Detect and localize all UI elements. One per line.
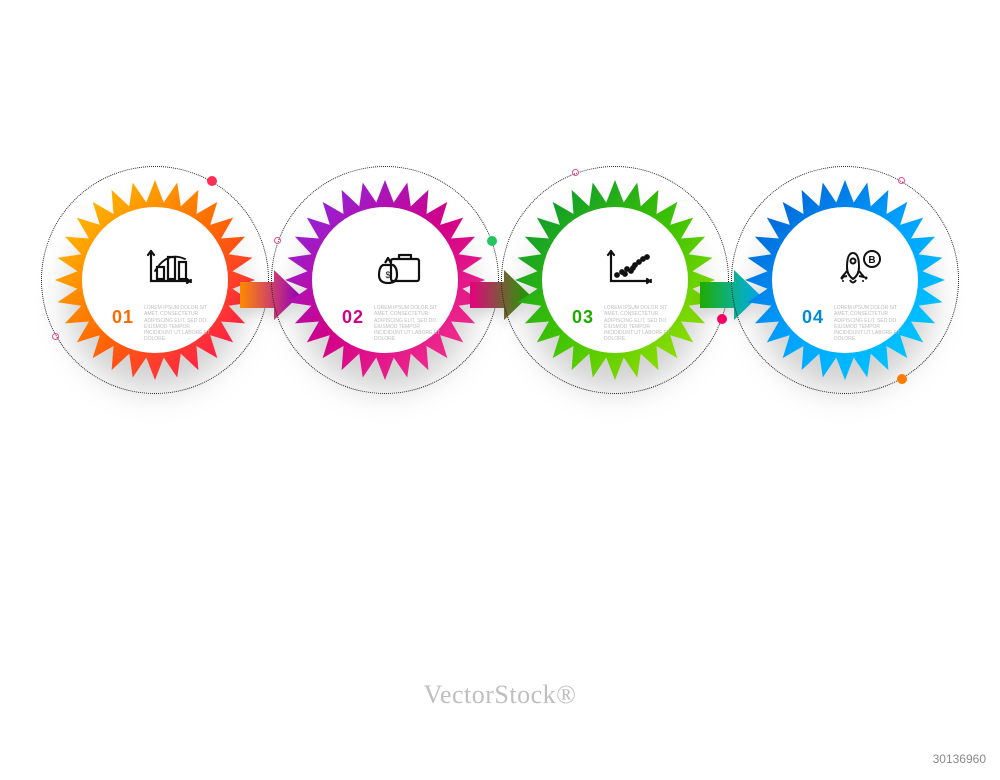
step-04: B 04 LOREM IPSUM DOLOR SIT AMET, CONSECT… bbox=[740, 175, 950, 425]
orbit-marker bbox=[487, 236, 497, 246]
svg-text:B: B bbox=[868, 255, 875, 266]
dot-plot-icon bbox=[605, 247, 655, 287]
step-number: 01 bbox=[112, 307, 134, 328]
svg-text:$: $ bbox=[385, 270, 390, 280]
orbit-marker bbox=[897, 374, 907, 384]
step-content: 03 LOREM IPSUM DOLOR SIT AMET, CONSECTET… bbox=[542, 207, 688, 353]
step-02: $ 02 LOREM IPSUM DOLOR SIT AMET, CONSECT… bbox=[280, 175, 490, 425]
step-description: LOREM IPSUM DOLOR SIT AMET, CONSECTETUR … bbox=[374, 305, 444, 343]
image-id-label: 30136960 bbox=[933, 752, 986, 766]
step-01: 01 LOREM IPSUM DOLOR SIT AMET, CONSECTET… bbox=[50, 175, 260, 425]
orbit-marker-small bbox=[274, 237, 281, 244]
bitcoin-rocket-icon: B bbox=[835, 247, 885, 287]
step-description: LOREM IPSUM DOLOR SIT AMET, CONSECTETUR … bbox=[604, 305, 674, 343]
step-content: 01 LOREM IPSUM DOLOR SIT AMET, CONSECTET… bbox=[82, 207, 228, 353]
step-content: $ 02 LOREM IPSUM DOLOR SIT AMET, CONSECT… bbox=[312, 207, 458, 353]
infographic-canvas: 01 LOREM IPSUM DOLOR SIT AMET, CONSECTET… bbox=[0, 0, 1000, 780]
step-number: 02 bbox=[342, 307, 364, 328]
step-number: 04 bbox=[802, 307, 824, 328]
bar-chart-icon bbox=[145, 247, 195, 287]
step-content: B 04 LOREM IPSUM DOLOR SIT AMET, CONSECT… bbox=[772, 207, 918, 353]
salary-icon: $ bbox=[375, 247, 425, 287]
step-description: LOREM IPSUM DOLOR SIT AMET, CONSECTETUR … bbox=[834, 305, 904, 343]
watermark-text: VectorStock® bbox=[0, 680, 1000, 710]
step-03: 03 LOREM IPSUM DOLOR SIT AMET, CONSECTET… bbox=[510, 175, 720, 425]
step-number: 03 bbox=[572, 307, 594, 328]
steps-row: 01 LOREM IPSUM DOLOR SIT AMET, CONSECTET… bbox=[0, 170, 1000, 430]
step-description: LOREM IPSUM DOLOR SIT AMET, CONSECTETUR … bbox=[144, 305, 214, 343]
orbit-marker-small bbox=[572, 169, 579, 176]
